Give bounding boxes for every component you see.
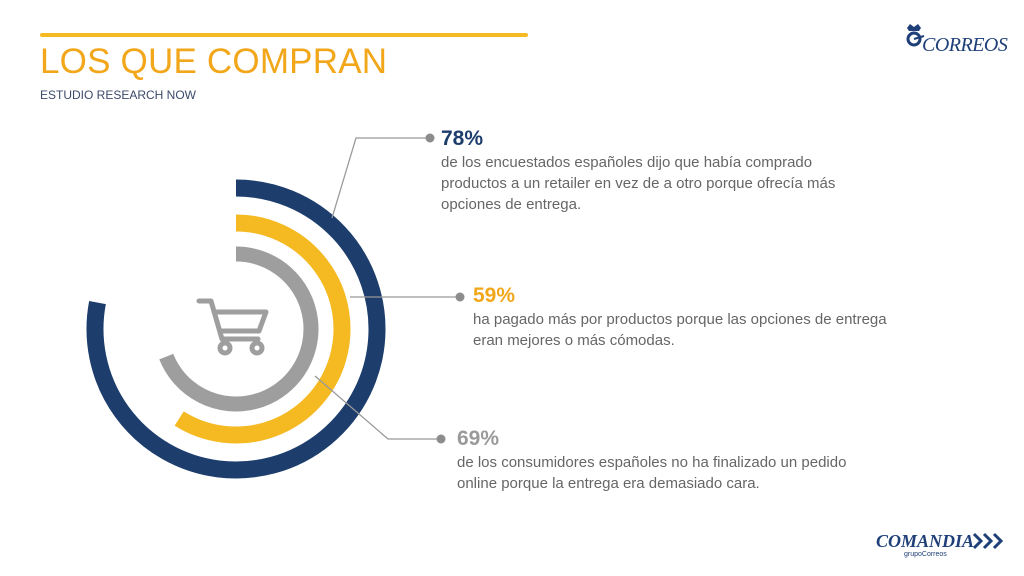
stat-description: de los encuestados españoles dijo que ha… <box>441 154 836 213</box>
ring-arc-2 <box>174 214 351 444</box>
stat-value: 78% <box>441 127 484 150</box>
stat-description: ha pagado más por productos porque las o… <box>473 311 887 349</box>
stat-description: de los consumidores españoles no ha fina… <box>457 454 847 492</box>
page-title: LOS QUE COMPRAN <box>40 42 388 81</box>
stat-1: 78% de los encuestados españoles dijo qu… <box>441 126 881 215</box>
leader-line-1 <box>331 137 430 219</box>
page-subtitle: ESTUDIO RESEARCH NOW <box>40 88 197 102</box>
comandia-logo: COMANDIA grupoCorreos <box>876 528 1006 564</box>
leader-dot-1 <box>425 133 435 143</box>
correos-logo: CORREOS <box>902 20 1012 60</box>
leader-line-3 <box>314 375 441 440</box>
stat-value: 69% <box>457 427 500 450</box>
ring-arc-3 <box>159 246 319 412</box>
leader-dot-2 <box>455 292 465 302</box>
shopping-cart-icon <box>196 298 269 356</box>
leader-dot-3 <box>436 434 446 444</box>
title-accent-rule <box>40 33 528 37</box>
ring-arc-1 <box>86 179 386 479</box>
stat-value: 59% <box>473 284 516 307</box>
chevrons-right-icon <box>972 532 1004 550</box>
crown-horn-icon <box>906 24 925 47</box>
correos-logo-text: CORREOS <box>922 34 1008 56</box>
comandia-logo-text: COMANDIA <box>876 531 975 551</box>
stat-3: 69% de los consumidores españoles no ha … <box>457 426 887 494</box>
comandia-logo-subtext: grupoCorreos <box>904 551 947 558</box>
stat-2: 59% ha pagado más por productos porque l… <box>473 283 893 351</box>
